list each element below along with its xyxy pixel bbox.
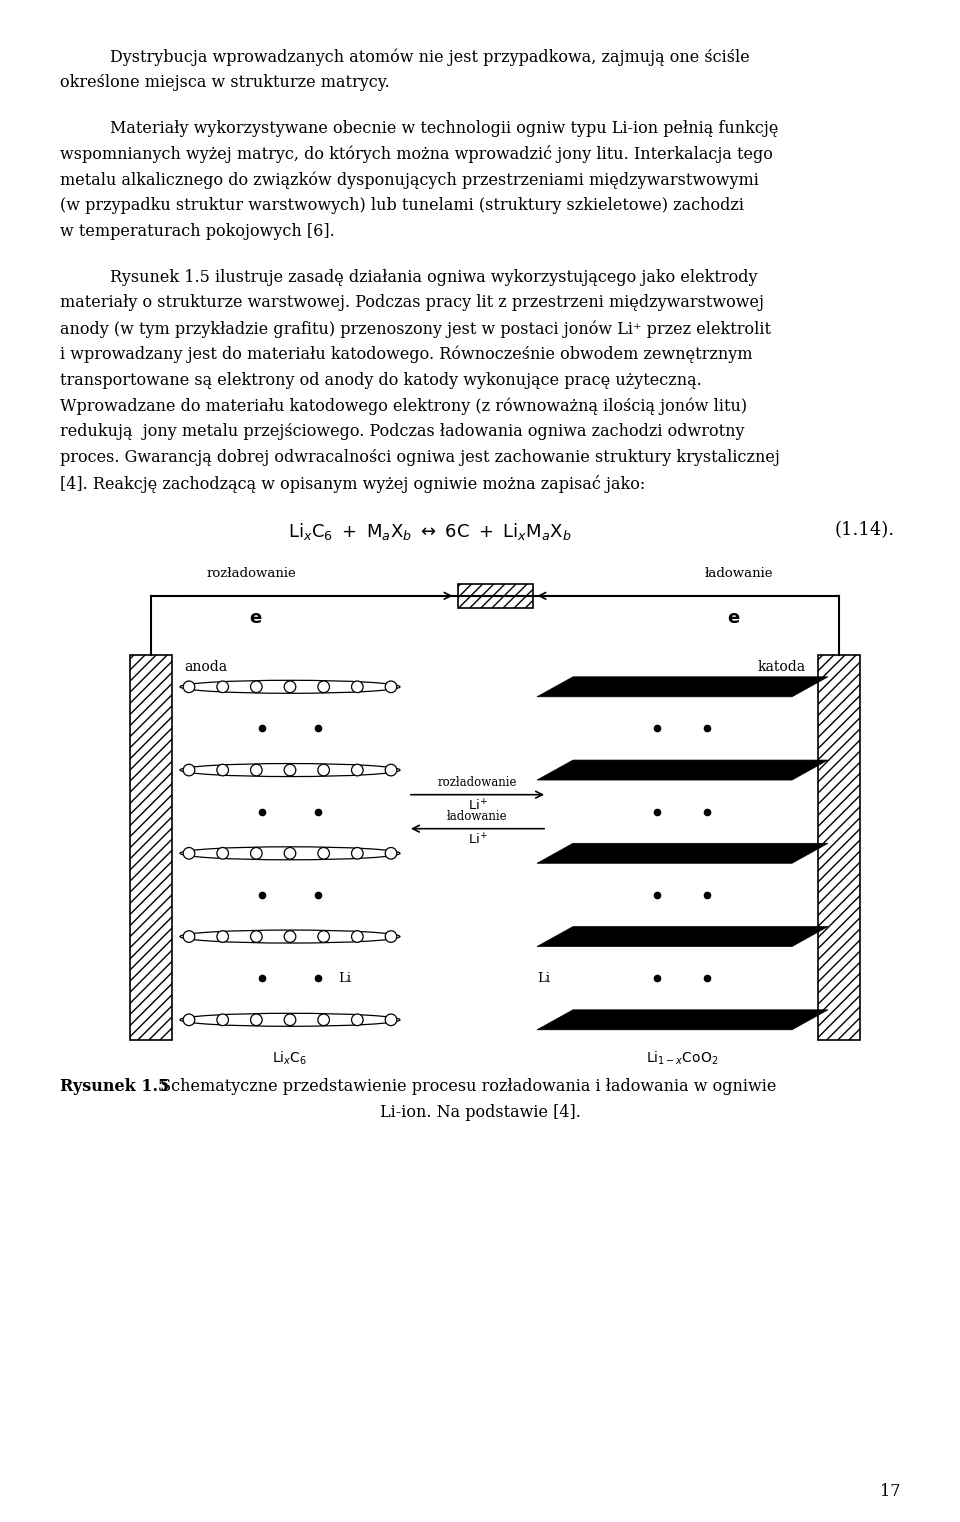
Polygon shape [537,759,828,781]
Circle shape [318,764,329,776]
Text: $\mathbf{e}$: $\mathbf{e}$ [728,609,741,627]
Text: transportowane są elektrony od anody do katody wykonujące pracę użyteczną.: transportowane są elektrony od anody do … [60,371,702,388]
Circle shape [351,680,363,693]
Circle shape [217,764,228,776]
Text: redukują  jony metalu przejściowego. Podczas ładowania ogniwa zachodzi odwrotny: redukują jony metalu przejściowego. Podc… [60,423,745,440]
Text: rozładowanie: rozładowanie [206,566,296,580]
Ellipse shape [180,846,400,860]
Text: w temperaturach pokojowych [6].: w temperaturach pokojowych [6]. [60,222,335,240]
Text: ładowanie: ładowanie [447,810,508,823]
Text: proces. Gwarancją dobrej odwracalności ogniwa jest zachowanie struktury krystali: proces. Gwarancją dobrej odwracalności o… [60,449,780,466]
Text: określone miejsca w strukturze matrycy.: określone miejsca w strukturze matrycy. [60,73,390,91]
Text: katoda: katoda [757,661,806,674]
Polygon shape [537,677,828,697]
Text: Li: Li [338,971,351,985]
Text: Schematyczne przedstawienie procesu rozładowania i ładowania w ogniwie: Schematyczne przedstawienie procesu rozł… [155,1078,777,1094]
Polygon shape [537,843,828,863]
Circle shape [351,931,363,942]
Text: rozładowanie: rozładowanie [438,776,517,788]
Text: Rysunek 1.5 ilustruje zasadę działania ogniwa wykorzystującego jako elektrody: Rysunek 1.5 ilustruje zasadę działania o… [110,268,757,286]
Circle shape [217,680,228,693]
Text: $\mathrm{Li}_{x}\mathrm{C}_{6}$: $\mathrm{Li}_{x}\mathrm{C}_{6}$ [273,1050,307,1067]
Circle shape [251,764,262,776]
Circle shape [183,1014,195,1026]
Text: Li-ion. Na podstawie [4].: Li-ion. Na podstawie [4]. [379,1103,581,1120]
Circle shape [385,680,396,693]
Text: anody (w tym przykładzie grafitu) przenoszony jest w postaci jonów Li⁺ przez ele: anody (w tym przykładzie grafitu) przeno… [60,320,771,338]
Text: $\mathbf{e}$: $\mathbf{e}$ [250,609,263,627]
Circle shape [284,931,296,942]
Text: $\mathrm{Li}^{+}$: $\mathrm{Li}^{+}$ [468,833,488,848]
Ellipse shape [180,764,400,776]
Text: i wprowadzany jest do materiału katodowego. Równocześnie obwodem zewnętrznym: i wprowadzany jest do materiału katodowe… [60,345,753,364]
Text: anoda: anoda [184,661,228,674]
Text: metalu alkalicznego do związków dysponujących przestrzeniami międzywarstwowymi: metalu alkalicznego do związków dysponuj… [60,170,758,189]
Circle shape [284,1014,296,1026]
Text: Materiały wykorzystywane obecnie w technologii ogniw typu Li-ion pełnią funkcję: Materiały wykorzystywane obecnie w techn… [110,120,779,137]
Circle shape [217,848,228,858]
Text: Rysunek 1.5: Rysunek 1.5 [60,1078,169,1094]
Polygon shape [537,1009,828,1030]
Circle shape [217,1014,228,1026]
Text: 17: 17 [879,1482,900,1501]
Circle shape [183,931,195,942]
Text: $\mathrm{Li}^{+}$: $\mathrm{Li}^{+}$ [468,799,488,814]
Ellipse shape [180,680,400,694]
Circle shape [318,931,329,942]
Polygon shape [537,927,828,947]
Text: materiały o strukturze warstwowej. Podczas pracy lit z przestrzeni międzywarstwo: materiały o strukturze warstwowej. Podcz… [60,294,764,312]
Circle shape [251,680,262,693]
Text: ładowanie: ładowanie [705,566,773,580]
Circle shape [385,931,396,942]
Circle shape [318,1014,329,1026]
Circle shape [183,680,195,693]
Text: Wprowadzane do materiału katodowego elektrony (z równoważną ilością jonów litu): Wprowadzane do materiału katodowego elek… [60,397,747,416]
Bar [130,654,172,1040]
Ellipse shape [180,1014,400,1026]
Circle shape [251,1014,262,1026]
Bar [458,584,533,607]
Text: (1.14).: (1.14). [835,521,895,539]
Text: Dystrybucja wprowadzanych atomów nie jest przypadkowa, zajmują one ściśle: Dystrybucja wprowadzanych atomów nie jes… [110,49,750,65]
Circle shape [284,764,296,776]
Circle shape [284,848,296,858]
Circle shape [351,764,363,776]
Circle shape [217,931,228,942]
Circle shape [318,680,329,693]
Text: Li: Li [537,971,550,985]
Ellipse shape [180,930,400,944]
Text: $\mathrm{Li}_{x}\mathrm{C}_{6}\ +\ \mathrm{M}_{a}\mathrm{X}_{b}\ \leftrightarrow: $\mathrm{Li}_{x}\mathrm{C}_{6}\ +\ \math… [288,521,572,542]
Circle shape [251,848,262,858]
Circle shape [183,848,195,858]
Text: $\mathrm{Li}_{1-x}\mathrm{CoO}_{2}$: $\mathrm{Li}_{1-x}\mathrm{CoO}_{2}$ [646,1050,719,1067]
Circle shape [385,848,396,858]
Text: wspomnianych wyżej matryc, do których można wprowadzić jony litu. Interkalacja t: wspomnianych wyżej matryc, do których mo… [60,146,773,163]
Text: [4]. Reakcję zachodzącą w opisanym wyżej ogniwie można zapisać jako:: [4]. Reakcję zachodzącą w opisanym wyżej… [60,475,645,493]
Circle shape [351,848,363,858]
Circle shape [351,1014,363,1026]
Bar [818,654,860,1040]
Circle shape [183,764,195,776]
Text: (w przypadku struktur warstwowych) lub tunelami (struktury szkieletowe) zachodzi: (w przypadku struktur warstwowych) lub t… [60,196,744,215]
Circle shape [251,931,262,942]
Circle shape [284,680,296,693]
Circle shape [385,764,396,776]
Circle shape [385,1014,396,1026]
Circle shape [318,848,329,858]
